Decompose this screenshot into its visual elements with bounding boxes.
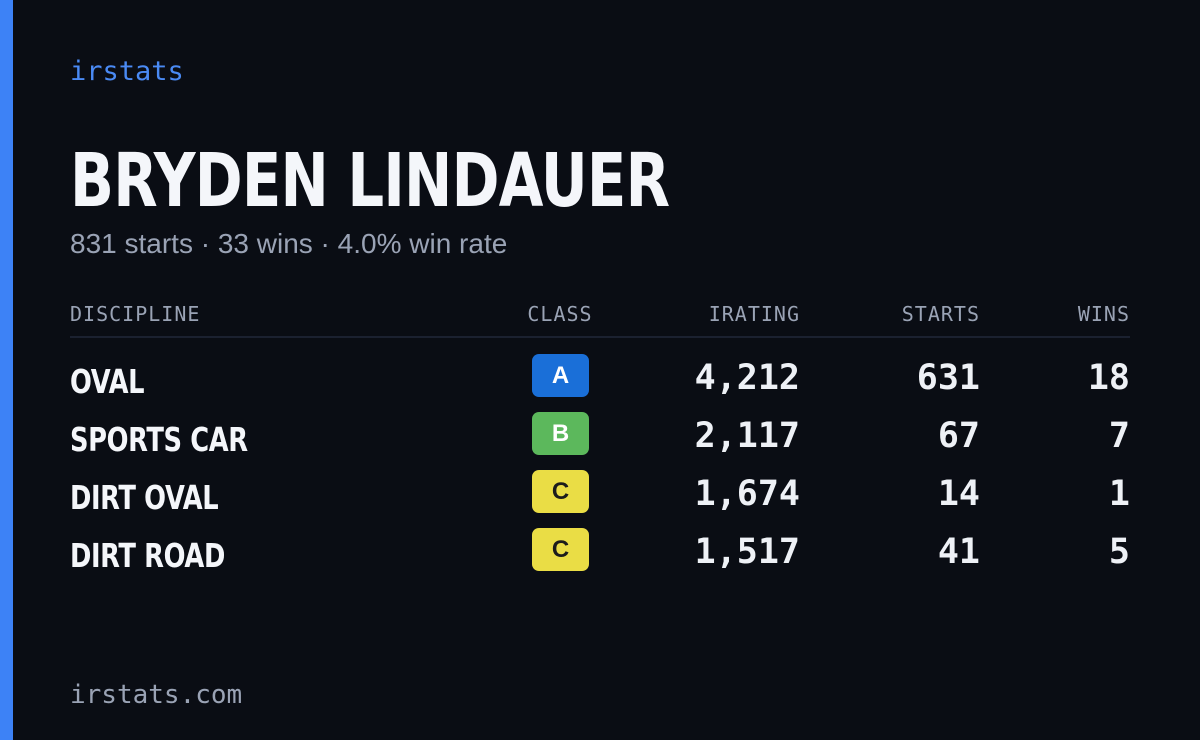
footer-url: irstats.com	[70, 680, 243, 710]
header-class: CLASS	[527, 302, 593, 326]
stats-table-header: DISCIPLINE CLASS IRATING STARTS WINS	[70, 300, 1130, 338]
header-starts: STARTS	[901, 302, 980, 326]
discipline-name: SPORTS CAR	[70, 420, 248, 459]
header-discipline: DISCIPLINE	[70, 302, 201, 326]
player-summary: 831 starts · 33 wins · 4.0% win rate	[70, 228, 508, 259]
irating-value: 4,212	[694, 358, 800, 398]
class-badge: C	[532, 470, 589, 513]
class-badge: A	[532, 354, 589, 397]
starts-value: 41	[937, 532, 980, 572]
irating-value: 2,117	[694, 416, 800, 456]
starts-value: 631	[916, 358, 980, 398]
starts-value: 14	[937, 474, 980, 514]
accent-bar	[0, 0, 13, 740]
discipline-name: DIRT OVAL	[70, 478, 219, 517]
wins-value: 1	[1108, 474, 1130, 514]
table-row: SPORTS CAR B 2,117 67 7	[70, 408, 1130, 466]
discipline-name: DIRT ROAD	[70, 536, 225, 575]
table-row: DIRT ROAD C 1,517 41 5	[70, 524, 1130, 582]
irating-value: 1,674	[694, 474, 800, 514]
brand-logo-text: irstats	[70, 56, 184, 87]
table-row: DIRT OVAL C 1,674 14 1	[70, 466, 1130, 524]
class-badge: B	[532, 412, 589, 455]
table-row: OVAL A 4,212 631 18	[70, 350, 1130, 408]
stats-table-body: OVAL A 4,212 631 18 SPORTS CAR B 2,117 6…	[70, 350, 1130, 582]
discipline-name: OVAL	[70, 362, 145, 401]
class-badge: C	[532, 528, 589, 571]
wins-value: 5	[1108, 532, 1130, 572]
starts-value: 67	[937, 416, 980, 456]
player-name: BRYDEN LINDAUER	[70, 138, 670, 224]
wins-value: 18	[1087, 358, 1130, 398]
wins-value: 7	[1108, 416, 1130, 456]
header-wins: WINS	[1077, 302, 1130, 326]
irating-value: 1,517	[694, 532, 800, 572]
header-irating: IRATING	[708, 302, 800, 326]
